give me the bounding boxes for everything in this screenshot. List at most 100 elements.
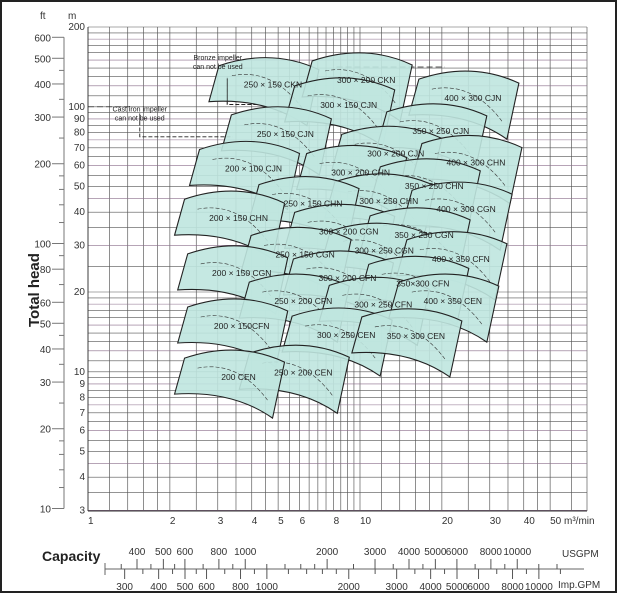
impgpm-tick-label: 400 [150,582,167,591]
ft-tick-label: 300 [34,113,51,124]
usgpm-tick-label: 8000 [480,547,503,558]
pump-region [173,349,286,420]
usgpm-tick-label: 2000 [316,547,339,558]
x-tick-label: 5 [278,516,284,527]
pump-region-label: 200 × 150 CHN [209,213,268,223]
pump-region-label: 300 × 250 CFN [354,299,412,309]
usgpm-tick-label: 800 [211,547,228,558]
usgpm-tick-label: 10000 [503,547,531,558]
impgpm-tick-label: 1000 [256,582,279,591]
impgpm-tick-label: 10000 [525,582,553,591]
pump-region-label: 400 × 300 CGN [436,204,495,214]
pump-region-label: 200 × 100 CJN [225,163,282,173]
impgpm-unit-label: Imp.GPM [558,580,600,591]
m-tick-label: 20 [74,287,86,298]
m-tick-label: 40 [74,207,86,218]
pump-region-label: 250 × 200 CEN [274,367,332,377]
x-tick-label: 8 [334,516,340,527]
ft-tick-label: 30 [40,378,52,389]
impeller-curve [431,87,503,122]
pump-region-label: 350 × 250 CJN [412,126,469,136]
pump-region-label: 250 × 150 CGN [275,249,334,259]
impgpm-tick-label: 5000 [446,582,469,591]
pump-region-label: 400 × 300 CHN [447,158,506,168]
x-tick-label: 3 [218,516,224,527]
m-tick-label: 5 [79,447,85,458]
pump-region-label: 300 × 250 CHN [359,196,418,206]
ft-unit-label: ft [40,11,46,22]
impeller-curve [374,325,446,360]
impgpm-tick-label: 2000 [338,582,361,591]
m-tick-label: 10 [74,367,86,378]
m-tick-label: 50 [74,182,86,193]
ft-tick-label: 40 [40,345,52,356]
impgpm-tick-label: 300 [116,582,133,591]
usgpm-tick-label: 4000 [398,547,421,558]
pump-region-label: 300 × 200 CJN [367,148,424,158]
impgpm-tick-label: 3000 [386,582,409,591]
annotation-text: can not be used [193,64,243,71]
usgpm-tick-label: 5000 [424,547,447,558]
usgpm-tick-label: 400 [129,547,146,558]
m-tick-label: 200 [68,22,85,33]
m-tick-label: 6 [79,426,85,437]
pump-region-label: 300 × 150 CJN [320,100,377,110]
annotation-text: Cast iron impeller [113,106,168,113]
pump-region-label: 200 CEN [221,372,256,382]
ft-tick-label: 200 [34,160,51,171]
pump-region-label: 400 × 350 CEN [424,296,482,306]
usgpm-tick-label: 600 [177,547,194,558]
x-tick-label: 10 [360,516,372,527]
usgpm-unit-label: USGPM [562,549,599,560]
x-tick-label: 2 [170,516,176,527]
m-tick-label: 90 [74,114,86,125]
impeller-curve [244,123,315,158]
impgpm-tick-label: 800 [232,582,249,591]
pump-region-label: 300 × 200 CGN [319,226,378,236]
impeller-curve [419,248,491,282]
m-tick-label: 30 [74,240,86,251]
x-tick-label: 1 [88,516,94,527]
usgpm-tick-label: 3000 [364,547,387,558]
pump-region-label: 200 × 150 CGN [212,268,271,278]
impeller-curve [425,198,496,233]
usgpm-tick-label: 6000 [446,547,469,558]
ft-tick-label: 600 [34,33,51,44]
usgpm-tick-label: 500 [155,547,172,558]
pump-region-label: 300 × 200 CHN [331,168,390,178]
usgpm-tick-label: 1000 [234,547,257,558]
annotation-text: Bronze impeller [193,55,242,62]
m-unit-label: m [68,11,76,22]
m-tick-label: 9 [79,379,85,390]
impeller-curve [200,315,271,350]
ft-tick-label: 50 [40,319,52,330]
m-tick-label: 100 [68,102,85,113]
pump-region-label: 300 × 250 CGN [355,245,414,255]
impgpm-tick-label: 500 [177,582,194,591]
x-tick-label: 4 [252,516,258,527]
x-tick-label: 30 [490,516,502,527]
pump-region-label: 250 × 200 CFN [274,296,332,306]
m-tick-label: 7 [79,408,85,419]
pump-region-label: 350 × 250 CGN [394,230,453,240]
pump-region-label: 250 × 150 CJN [257,129,314,139]
impeller-curve [434,151,506,186]
impgpm-tick-label: 600 [198,582,215,591]
m-tick-label: 8 [79,392,85,403]
m-tick-label: 60 [74,161,86,172]
ft-tick-label: 20 [40,425,52,436]
pump-region-label: 300 × 250 CEN [317,330,375,340]
pump-region [351,308,463,378]
capacity-label: Capacity [42,548,101,564]
pump-region-label: 250 × 150 CKN [244,80,302,90]
impgpm-tick-label: 6000 [467,582,490,591]
pump-region-label: 400 × 300 CJN [444,93,501,103]
impgpm-tick-label: 4000 [420,582,443,591]
y-axis-title: Total head [26,253,43,327]
ft-tick-label: 500 [34,54,51,65]
x-tick-label: 6 [300,516,306,527]
ft-tick-label: 60 [40,298,52,309]
impgpm-tick-label: 8000 [501,582,524,591]
